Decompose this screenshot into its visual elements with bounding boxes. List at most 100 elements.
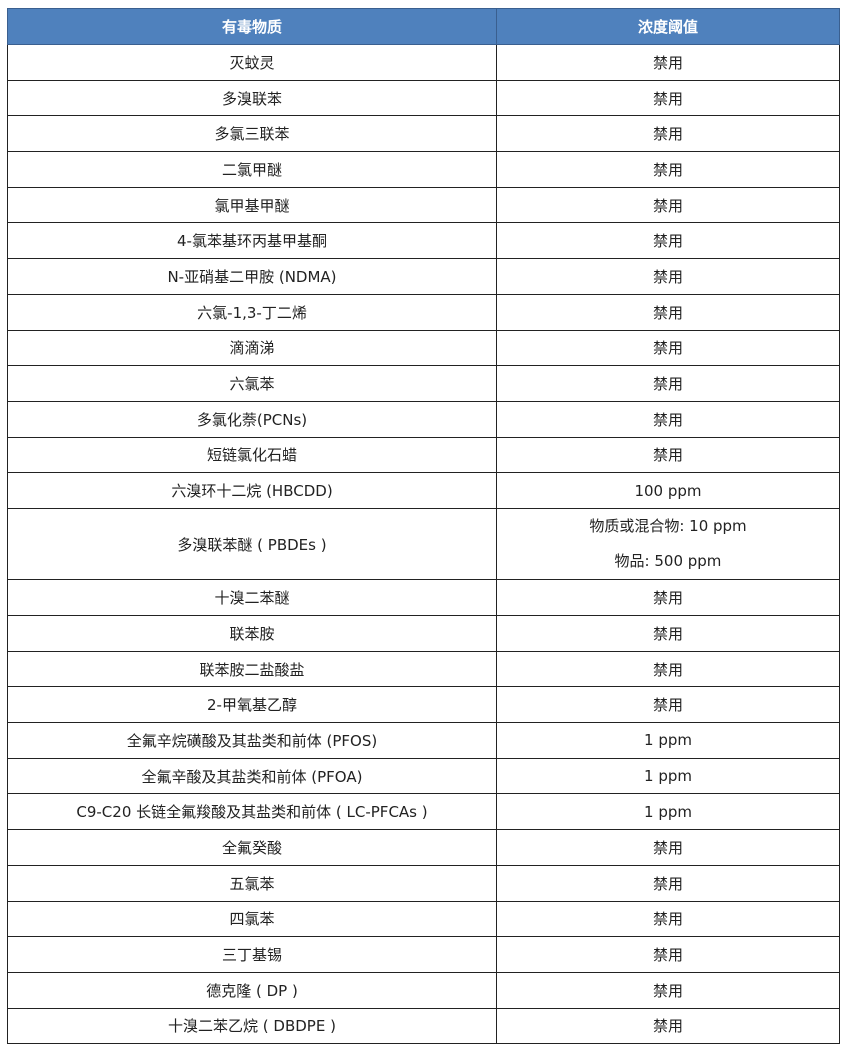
table-row: C9-C20 长链全氟羧酸及其盐类和前体 ( LC-PFCAs ) 1 ppm (7, 793, 840, 831)
threshold-cell: 禁用 (496, 829, 840, 866)
threshold-cell: 禁用 (496, 79, 840, 117)
threshold-cell: 100 ppm (496, 472, 840, 509)
table-row: N-亚硝基二甲胺 (NDMA) 禁用 (7, 258, 840, 295)
table-row: 德克隆 ( DP ) 禁用 (7, 971, 840, 1009)
threshold-value: 禁用 (652, 946, 683, 965)
threshold-cell: 禁用 (496, 44, 840, 81)
table-row: 多氯三联苯 禁用 (7, 115, 840, 153)
substance-cell: 2-甲氧基乙醇 (7, 686, 497, 724)
substance-cell: 滴滴涕 (7, 329, 497, 367)
threshold-cell: 禁用 (496, 293, 840, 331)
substance-cell: 十溴二苯醚 (7, 579, 497, 617)
threshold-value: 物质或混合物: 10 ppm (589, 517, 747, 536)
substance-cell: 全氟辛烷磺酸及其盐类和前体 (PFOS) (7, 722, 497, 759)
substance-cell: 二氯甲醚 (7, 151, 497, 188)
threshold-value: 100 ppm (634, 481, 702, 500)
table-row: 多氯化萘(PCNs) 禁用 (7, 400, 840, 438)
toxic-substance-table: 有毒物质 浓度阈值 灭蚊灵 禁用 多溴联苯 禁用 多氯三联苯 禁用 二氯甲醚 禁用 氯甲基甲醚禁… (7, 8, 840, 1045)
table-row: 多溴联苯 禁用 (7, 79, 840, 117)
threshold-value: 禁用 (652, 375, 683, 394)
substance-cell: 多溴联苯醚 ( PBDEs ) (7, 507, 497, 581)
table-row: 全氟辛酸及其盐类和前体 (PFOA) 1 ppm (7, 757, 840, 795)
table-row: 灭蚊灵 禁用 (7, 44, 840, 81)
threshold-value: 禁用 (652, 125, 683, 144)
table-row: 4-氯苯基环丙基甲基酮 禁用 (7, 222, 840, 260)
substance-cell: 六氯-1,3-丁二烯 (7, 293, 497, 331)
substance-cell: N-亚硝基二甲胺 (NDMA) (7, 258, 497, 295)
threshold-value: 禁用 (652, 339, 683, 358)
threshold-value: 物品: 500 ppm (614, 552, 722, 571)
threshold-value: 禁用 (652, 303, 683, 322)
threshold-cell: 1 ppm (496, 757, 840, 795)
table-row: 六氯-1,3-丁二烯 禁用 (7, 293, 840, 331)
header-row: 有毒物质 浓度阈值 (7, 8, 840, 45)
table-row: 短链氯化石蜡 禁用 (7, 436, 840, 474)
threshold-value: 禁用 (652, 696, 683, 715)
table-row: 联苯胺二盐酸盐 禁用 (7, 650, 840, 688)
table-row: 六氯苯 禁用 (7, 365, 840, 402)
table-row: 五氯苯 禁用 (7, 864, 840, 902)
threshold-cell: 禁用 (496, 222, 840, 260)
threshold-value: 禁用 (652, 267, 683, 286)
substance-cell: 多氯化萘(PCNs) (7, 400, 497, 438)
table-row: 多溴联苯醚 ( PBDEs ) 物质或混合物: 10 ppm 物品: 500 ppm (7, 507, 840, 581)
table-row: 十溴二苯乙烷 ( DBDPE ) 禁用 (7, 1007, 840, 1045)
substance-cell: 联苯胺二盐酸盐 (7, 650, 497, 688)
threshold-value: 1 ppm (644, 767, 692, 786)
table-row: 联苯胺 禁用 (7, 615, 840, 652)
table-row: 二氯甲醚 禁用 (7, 151, 840, 188)
table-row: 氯甲基甲醚 禁用 (7, 186, 840, 224)
threshold-value: 1 ppm (644, 802, 692, 821)
threshold-value: 禁用 (652, 1017, 683, 1036)
threshold-value: 禁用 (652, 446, 683, 465)
threshold-value: 禁用 (652, 589, 683, 608)
substance-cell: 多溴联苯 (7, 79, 497, 117)
substance-cell: 六溴环十二烷 (HBCDD) (7, 472, 497, 509)
substance-cell: 五氯苯 (7, 864, 497, 902)
substance-cell: 多氯三联苯 (7, 115, 497, 153)
table-row: 六溴环十二烷 (HBCDD) 100 ppm (7, 472, 840, 509)
threshold-cell: 禁用 (496, 686, 840, 724)
substance-cell: 4-氯苯基环丙基甲基酮 (7, 222, 497, 260)
substance-cell: 短链氯化石蜡 (7, 436, 497, 474)
threshold-value: 禁用 (652, 410, 683, 429)
threshold-value: 禁用 (652, 196, 683, 215)
table-row: 全氟癸酸 禁用 (7, 829, 840, 866)
substance-cell: 灭蚊灵 (7, 44, 497, 81)
threshold-cell: 禁用 (496, 650, 840, 688)
threshold-value: 禁用 (652, 160, 683, 179)
substance-cell: 全氟辛酸及其盐类和前体 (PFOA) (7, 757, 497, 795)
substance-cell: 十溴二苯乙烷 ( DBDPE ) (7, 1007, 497, 1045)
threshold-value: 禁用 (652, 232, 683, 251)
threshold-value: 禁用 (652, 981, 683, 1000)
table-row: 十溴二苯醚 禁用 (7, 579, 840, 617)
threshold-cell: 禁用 (496, 579, 840, 617)
table-row: 三丁基锡 禁用 (7, 936, 840, 973)
table-row: 滴滴涕 禁用 (7, 329, 840, 367)
threshold-cell: 禁用 (496, 900, 840, 938)
threshold-cell: 禁用 (496, 615, 840, 652)
threshold-cell: 禁用 (496, 258, 840, 295)
threshold-value: 禁用 (652, 874, 683, 893)
table-row: 2-甲氧基乙醇 禁用 (7, 686, 840, 724)
threshold-cell: 禁用 (496, 864, 840, 902)
threshold-cell: 禁用 (496, 1007, 840, 1045)
threshold-cell: 禁用 (496, 400, 840, 438)
substance-cell: 四氯苯 (7, 900, 497, 938)
substance-cell: 氯甲基甲醚 (7, 186, 497, 224)
threshold-cell: 物质或混合物: 10 ppm 物品: 500 ppm (496, 507, 840, 581)
threshold-cell: 禁用 (496, 115, 840, 153)
header-substance: 有毒物质 (7, 8, 497, 45)
threshold-cell: 禁用 (496, 936, 840, 973)
table-row: 四氯苯 禁用 (7, 900, 840, 938)
threshold-value: 1 ppm (644, 731, 692, 750)
threshold-cell: 禁用 (496, 436, 840, 474)
threshold-value: 禁用 (652, 838, 683, 857)
threshold-cell: 禁用 (496, 186, 840, 224)
substance-cell: C9-C20 长链全氟羧酸及其盐类和前体 ( LC-PFCAs ) (7, 793, 497, 831)
substance-cell: 全氟癸酸 (7, 829, 497, 866)
threshold-cell: 禁用 (496, 971, 840, 1009)
table-row: 全氟辛烷磺酸及其盐类和前体 (PFOS) 1 ppm (7, 722, 840, 759)
substance-cell: 德克隆 ( DP ) (7, 971, 497, 1009)
threshold-value: 禁用 (652, 624, 683, 643)
